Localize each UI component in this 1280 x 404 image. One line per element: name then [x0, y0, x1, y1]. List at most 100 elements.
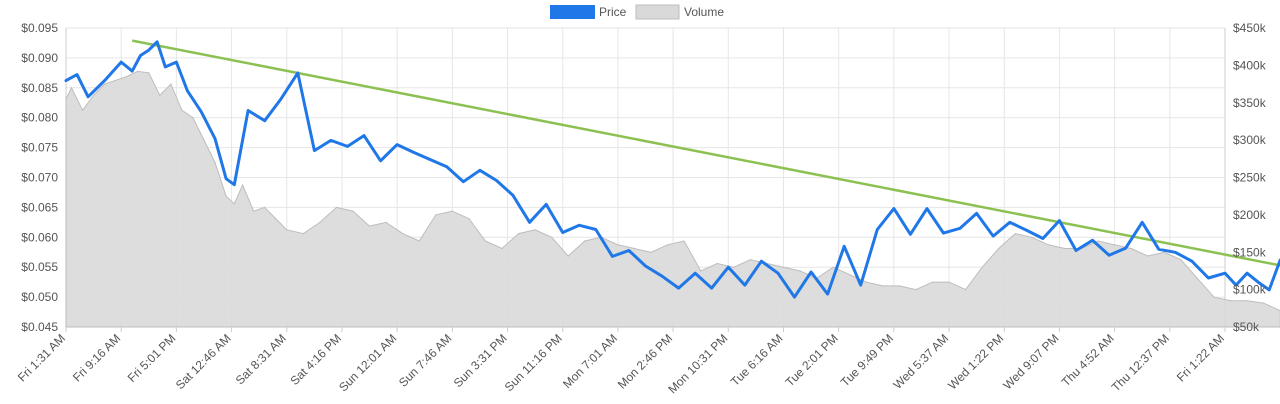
volume-point [170, 83, 172, 85]
price-point[interactable] [694, 272, 696, 275]
price-point[interactable] [760, 260, 763, 263]
price-point[interactable] [65, 79, 67, 82]
price-point[interactable] [131, 70, 133, 72]
price-point[interactable] [76, 73, 78, 76]
price-point[interactable] [446, 165, 448, 168]
price-point[interactable] [942, 232, 945, 234]
price-point[interactable] [611, 255, 614, 258]
price-point[interactable] [363, 134, 365, 137]
price-point[interactable] [186, 90, 189, 92]
y-axis-right: $450k $400k $350k $300k $250k $200k $150k $100k… [1233, 21, 1267, 334]
price-point[interactable] [810, 271, 812, 273]
price-point[interactable] [528, 221, 531, 224]
price-point[interactable] [120, 61, 122, 63]
price-point[interactable] [164, 66, 167, 68]
price-point[interactable] [578, 224, 581, 227]
price-point[interactable] [975, 212, 978, 215]
price-point[interactable] [644, 265, 647, 267]
price-point[interactable] [479, 169, 481, 172]
price-point[interactable] [313, 149, 316, 152]
volume-point [1064, 247, 1066, 250]
price-point[interactable] [346, 145, 349, 148]
price-point[interactable] [1191, 260, 1193, 263]
price-point[interactable] [148, 49, 150, 51]
price-point[interactable] [727, 266, 730, 269]
price-point[interactable] [959, 227, 961, 230]
price-point[interactable] [1091, 239, 1094, 242]
price-point[interactable] [87, 96, 89, 98]
price-point[interactable] [1224, 272, 1226, 275]
price-point[interactable] [1246, 272, 1248, 275]
price-point[interactable] [225, 177, 227, 180]
price-point[interactable] [710, 287, 713, 289]
price-point[interactable] [1268, 289, 1270, 291]
price-point[interactable] [628, 249, 630, 252]
price-point[interactable] [512, 194, 514, 197]
price-point[interactable] [233, 183, 236, 186]
volume-point [126, 76, 128, 78]
price-point[interactable] [1257, 281, 1259, 283]
price-point[interactable] [330, 139, 332, 142]
price-point[interactable] [793, 296, 796, 298]
price-point[interactable] [1042, 237, 1044, 240]
price-point[interactable] [1158, 248, 1160, 251]
price-point[interactable] [103, 79, 106, 82]
price-point[interactable] [1124, 247, 1127, 249]
legend-volume-swatch[interactable] [635, 4, 680, 20]
price-point[interactable] [677, 287, 680, 289]
price-point[interactable] [859, 284, 862, 286]
price-point[interactable] [1058, 219, 1061, 222]
price-point[interactable] [777, 272, 779, 275]
legend-price-swatch[interactable] [550, 5, 595, 19]
price-point[interactable] [412, 151, 415, 154]
price-point[interactable] [595, 228, 597, 231]
x-tick-label: Wed 1:22 PM [945, 331, 1006, 392]
price-point[interactable] [1207, 277, 1210, 279]
volume-point [1213, 296, 1215, 298]
legend-price-label[interactable]: Price [599, 5, 627, 19]
y-right-tick-label: $300k [1233, 133, 1267, 147]
x-tick-label: Tue 9:49 PM [838, 331, 896, 389]
price-point[interactable] [661, 275, 663, 278]
price-point[interactable] [992, 235, 994, 237]
price-point[interactable] [744, 284, 746, 286]
volume-point [264, 206, 266, 208]
price-point[interactable] [1075, 249, 1077, 252]
price-point[interactable] [200, 110, 202, 113]
price-point[interactable] [462, 180, 465, 183]
legend-volume-label[interactable]: Volume [684, 5, 724, 19]
price-point[interactable] [429, 158, 432, 161]
price-point[interactable] [1009, 221, 1011, 224]
price-point[interactable] [263, 119, 266, 122]
price-point[interactable] [139, 54, 142, 57]
price-point[interactable] [396, 143, 398, 146]
volume-point [733, 266, 735, 268]
price-point[interactable] [1141, 221, 1143, 224]
volume-point [882, 285, 884, 287]
price-point[interactable] [909, 233, 912, 236]
price-point[interactable] [1174, 251, 1177, 254]
price-point[interactable] [926, 207, 928, 210]
price-point[interactable] [876, 228, 879, 231]
price-point[interactable] [297, 72, 299, 74]
price-point[interactable] [545, 203, 547, 206]
price-point[interactable] [247, 109, 249, 112]
price-point[interactable] [1235, 284, 1237, 286]
price-point[interactable] [561, 231, 564, 234]
y-left-tick-label: $0.045 [21, 320, 58, 334]
price-point[interactable] [175, 61, 178, 63]
price-point[interactable] [1025, 229, 1028, 231]
x-tick-label: Tue 6:16 AM [728, 331, 786, 389]
volume-point [832, 266, 834, 268]
volume-point [898, 285, 901, 287]
price-point[interactable] [495, 179, 498, 182]
price-point[interactable] [156, 41, 158, 43]
price-point[interactable] [1108, 254, 1110, 256]
price-point[interactable] [214, 137, 216, 140]
price-point[interactable] [379, 160, 382, 162]
price-point[interactable] [280, 97, 283, 100]
price-series [64, 40, 1280, 299]
price-point[interactable] [826, 293, 829, 295]
price-point[interactable] [843, 245, 845, 248]
price-point[interactable] [893, 207, 895, 210]
